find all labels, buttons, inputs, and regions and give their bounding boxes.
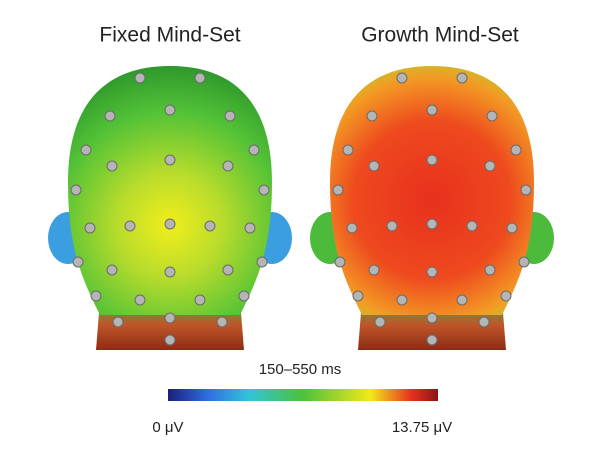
electrode: [194, 72, 206, 84]
electrode: [456, 294, 468, 306]
electrode: [134, 294, 146, 306]
electrode: [134, 72, 146, 84]
electrode: [368, 160, 380, 172]
scalp: [330, 66, 534, 315]
head-fixed: [48, 66, 292, 350]
electrode: [396, 72, 408, 84]
electrode: [426, 334, 438, 346]
electrode: [332, 184, 344, 196]
electrode: [216, 316, 228, 328]
head-maps: [48, 66, 554, 350]
colorbar-min: 0 μV: [152, 419, 183, 436]
electrode: [106, 160, 118, 172]
electrode: [486, 110, 498, 122]
electrode: [346, 222, 358, 234]
electrode: [164, 218, 176, 230]
electrode: [106, 264, 118, 276]
colorbar: [168, 389, 438, 401]
electrode: [164, 154, 176, 166]
electrode: [396, 294, 408, 306]
electrode: [426, 104, 438, 116]
electrode: [258, 184, 270, 196]
electrode: [368, 264, 380, 276]
electrode: [426, 154, 438, 166]
electrode: [164, 312, 176, 324]
electrode: [244, 222, 256, 234]
electrode: [478, 316, 490, 328]
colorbar-label: 150–550 ms: [259, 361, 342, 378]
electrode: [80, 144, 92, 156]
electrode: [104, 110, 116, 122]
electrode: [90, 290, 102, 302]
electrode: [164, 266, 176, 278]
electrode: [238, 290, 250, 302]
electrode: [506, 222, 518, 234]
electrode: [164, 104, 176, 116]
head-growth: [310, 66, 554, 350]
electrode: [456, 72, 468, 84]
electrode: [248, 144, 260, 156]
electrode: [164, 334, 176, 346]
electrode: [484, 264, 496, 276]
electrode: [342, 144, 354, 156]
electrode: [466, 220, 478, 232]
electrode: [484, 160, 496, 172]
electrode: [72, 256, 84, 268]
electrode: [222, 264, 234, 276]
electrode: [352, 290, 364, 302]
electrode: [256, 256, 268, 268]
electrode: [84, 222, 96, 234]
electrode: [386, 220, 398, 232]
electrode: [70, 184, 82, 196]
electrode: [204, 220, 216, 232]
electrode: [124, 220, 136, 232]
electrode: [112, 316, 124, 328]
electrode: [500, 290, 512, 302]
electrode: [426, 266, 438, 278]
electrode: [510, 144, 522, 156]
panel-title: Fixed Mind-Set: [99, 24, 240, 47]
scalp: [68, 66, 272, 315]
electrode: [366, 110, 378, 122]
electrode: [334, 256, 346, 268]
electrode: [222, 160, 234, 172]
electrode: [426, 218, 438, 230]
electrode: [426, 312, 438, 324]
electrode: [224, 110, 236, 122]
electrode: [518, 256, 530, 268]
electrode: [374, 316, 386, 328]
panel-title: Growth Mind-Set: [361, 24, 519, 47]
colorbar-max: 13.75 μV: [392, 419, 452, 436]
electrode: [520, 184, 532, 196]
electrode: [194, 294, 206, 306]
